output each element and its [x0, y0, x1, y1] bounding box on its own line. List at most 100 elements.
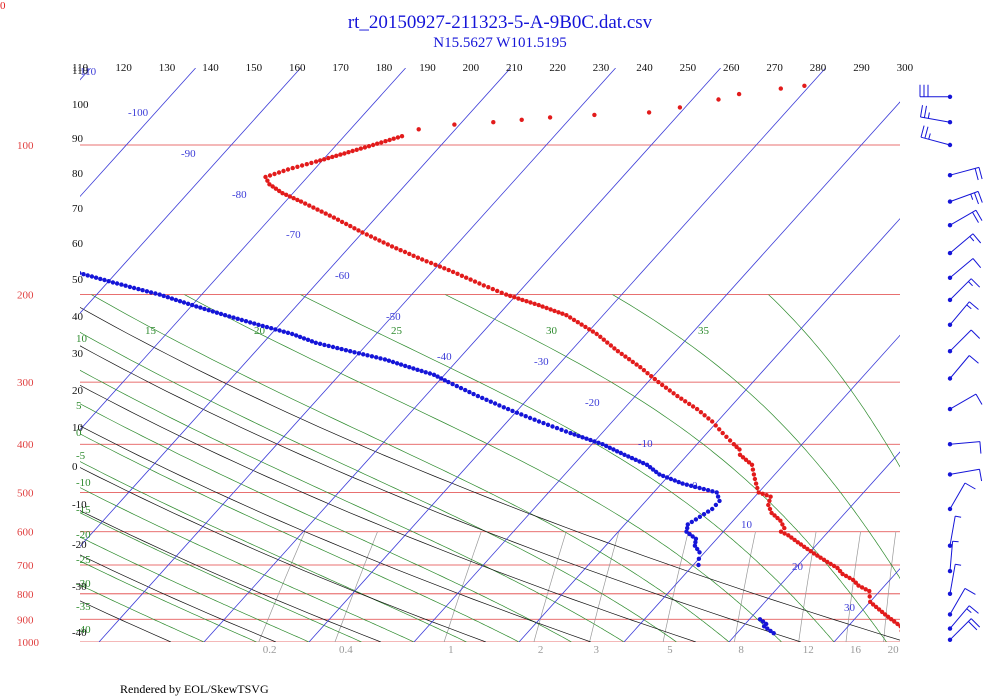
temperature-point	[767, 506, 773, 512]
dry-adiabat-line	[80, 510, 382, 642]
temperature-point	[768, 494, 773, 499]
dewpoint-point	[532, 417, 537, 422]
temperature-point	[571, 317, 577, 323]
isotherm-line	[80, 68, 301, 314]
isobar-label: 1000	[17, 637, 40, 649]
temperature-point	[326, 155, 331, 161]
temperature-point	[402, 249, 408, 255]
temperature-point	[579, 322, 584, 327]
temperature-point	[564, 313, 569, 318]
temperature-point	[285, 167, 291, 172]
temperature-point	[786, 533, 791, 538]
dewpoint-point	[326, 343, 331, 349]
dewpoint-point	[713, 502, 719, 508]
wind-barb	[947, 190, 983, 205]
temperature-point	[867, 588, 872, 594]
dewpoint-point	[290, 331, 295, 337]
dewpoint-point	[435, 374, 440, 379]
isobar-label: 400	[17, 439, 34, 451]
temperature-point	[840, 571, 845, 577]
temperature-point	[472, 279, 478, 284]
dewpoint-point	[93, 275, 99, 280]
temperature-point	[524, 299, 529, 304]
temperature-point	[649, 374, 654, 379]
dewpoint-point	[510, 408, 515, 414]
temperature-point	[615, 349, 621, 354]
mixing-ratio-label: 2	[538, 644, 544, 656]
dewpoint-point	[488, 399, 493, 404]
temperature-point	[731, 442, 736, 447]
dewpoint-point	[335, 345, 340, 351]
dry-adiabat-left-label: 30	[72, 348, 84, 360]
dewpoint-point	[633, 457, 638, 462]
dry-adiabat-label: 190	[419, 62, 436, 74]
temperature-point	[267, 182, 272, 187]
dewpoint-point	[505, 406, 511, 412]
temperature-point	[717, 427, 722, 432]
dewpoint-point	[641, 460, 646, 466]
temperature-point	[512, 295, 517, 300]
dewpoint-point	[85, 273, 90, 278]
dry-adiabat-label: 120	[115, 62, 132, 74]
temperature-point	[315, 207, 320, 212]
dewpoint-point	[165, 295, 170, 300]
temperature-point	[772, 513, 777, 518]
dewpoint-point	[475, 393, 481, 399]
temperature-point	[713, 423, 718, 428]
temperature-point	[364, 232, 369, 237]
temperature-point	[433, 262, 438, 267]
dry-adiabat-left-label: 80	[72, 168, 84, 180]
temperature-point	[683, 399, 688, 404]
temperature-point	[792, 537, 797, 543]
dry-adiabat-label: 220	[549, 62, 566, 74]
temperature-point	[778, 518, 783, 523]
dry-adiabat-label: 290	[853, 62, 870, 74]
wind-barb	[947, 166, 983, 181]
temperature-point	[634, 362, 639, 367]
temperature-point	[885, 614, 891, 619]
dewpoint-point	[757, 617, 763, 622]
dewpoint-point	[685, 525, 690, 531]
dry-adiabat-left-label: 0	[72, 461, 78, 473]
temperature-point	[520, 297, 525, 303]
wind-barb	[947, 468, 983, 482]
dewpoint-point	[611, 447, 616, 452]
isotherm-line	[728, 451, 900, 642]
temperature-point	[532, 301, 537, 306]
moist-adiabat-label: 10	[76, 333, 88, 345]
dewpoint-point	[644, 462, 650, 467]
temperature-point	[575, 320, 580, 325]
dewpoint-point	[717, 498, 722, 504]
dewpoint-point	[689, 519, 694, 525]
temperature-point	[914, 637, 918, 641]
temperature-point	[334, 153, 339, 158]
temperature-point	[519, 117, 524, 123]
wind-barb	[947, 393, 983, 412]
temperature-point	[398, 248, 403, 253]
grid-layer	[80, 68, 900, 642]
dewpoint-point	[693, 540, 698, 545]
temperature-point	[724, 434, 729, 439]
dewpoint-point	[403, 363, 408, 369]
mixing-ratio-line	[443, 531, 482, 642]
temperature-point	[319, 209, 324, 214]
moist-adiabat-label: 20	[254, 325, 266, 337]
temperature-point	[675, 393, 680, 399]
isotherm-label: -20	[585, 397, 600, 409]
temperature-point	[882, 612, 888, 617]
temperature-point	[716, 97, 721, 102]
temperature-point	[459, 273, 465, 278]
temperature-point	[468, 277, 473, 282]
dewpoint-point	[81, 272, 86, 277]
temperature-point	[330, 154, 335, 160]
temperature-point	[442, 266, 447, 271]
dewpoint-point	[661, 473, 666, 479]
mixing-ratio-label: 20	[888, 644, 900, 656]
temperature-point	[778, 86, 783, 91]
temperature-point	[477, 281, 482, 286]
dewpoint-point	[365, 353, 370, 358]
dewpoint-point	[65, 267, 69, 271]
dewpoint-point	[394, 361, 400, 366]
temperature-point	[276, 170, 282, 175]
